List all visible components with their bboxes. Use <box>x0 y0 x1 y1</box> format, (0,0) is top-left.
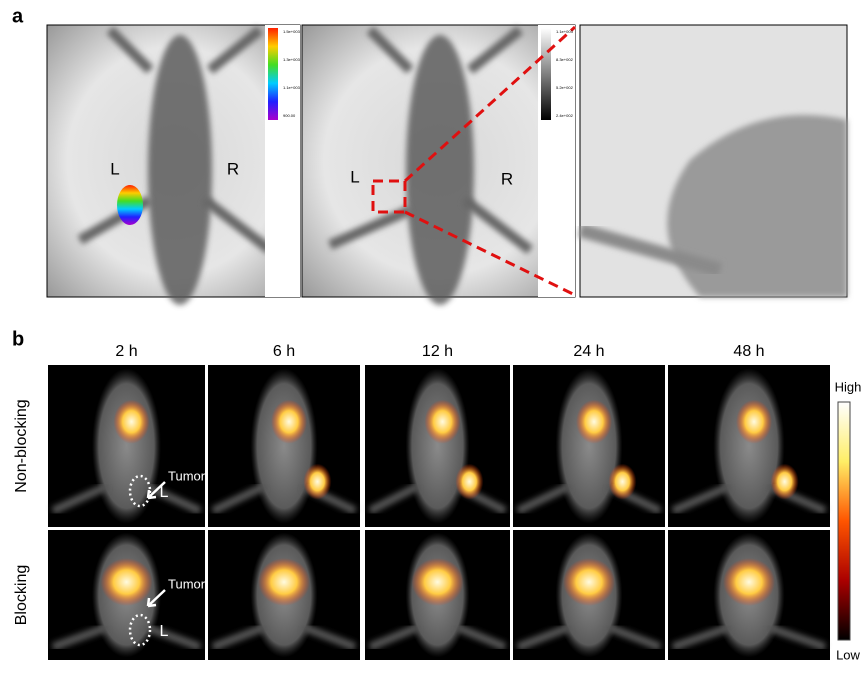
panel-label: a <box>12 5 24 27</box>
panel-label: b <box>12 328 24 350</box>
colorbar-tick-label: 1.3e+003 <box>283 57 301 62</box>
imaging-frame <box>48 365 205 527</box>
signal <box>114 400 150 444</box>
tumor-label: Tumor <box>168 576 206 591</box>
imaging-frame <box>668 530 830 660</box>
signal <box>771 464 799 500</box>
colorbar <box>838 402 850 640</box>
imaging-frame <box>208 530 360 660</box>
mouse-body <box>406 368 470 524</box>
signal <box>101 558 153 606</box>
imaging-frame <box>668 365 830 527</box>
timepoint-label: 12 h <box>422 343 453 360</box>
colorbar-tick-label: 2.4e+002 <box>556 113 574 118</box>
side-label: L <box>160 623 169 640</box>
imaging-frame <box>513 365 665 527</box>
colorbar-low: Low <box>836 647 860 662</box>
side-label: R <box>227 159 239 178</box>
timepoint-label: 24 h <box>573 343 604 360</box>
colorbar-tick-label: 900.00 <box>283 113 296 118</box>
mouse-body <box>251 368 318 524</box>
colorbar-high: High <box>835 379 862 394</box>
timepoint-label: 48 h <box>733 343 764 360</box>
side-label: L <box>350 167 359 186</box>
colorbar-tick-label: 1.1e+003 <box>283 85 301 90</box>
signal <box>425 400 461 444</box>
colorbar-tick-label: 1.5e+003 <box>283 29 301 34</box>
imaging-frame <box>365 365 510 527</box>
signal <box>736 400 772 444</box>
row-label: Blocking <box>13 565 30 625</box>
tumor-label: Tumor <box>168 468 206 483</box>
figure: a b High Low L R 1.5e+003 1.3e+003 1.1e+003 9… <box>0 0 865 685</box>
side-label: R <box>501 169 513 188</box>
signal <box>412 558 464 606</box>
mouse-body <box>713 368 784 524</box>
signal <box>271 400 307 444</box>
signal <box>303 464 331 500</box>
side-label: L <box>110 159 119 178</box>
side-label: R <box>27 484 39 501</box>
timepoint-label: 2 h <box>115 343 137 360</box>
row-label: Non-blocking <box>13 399 30 492</box>
xray-image <box>47 25 300 305</box>
timepoint-label: 6 h <box>273 343 295 360</box>
signal <box>576 400 612 444</box>
imaging-frame <box>513 530 665 660</box>
signal <box>258 558 310 606</box>
signal <box>455 464 483 500</box>
zoom-image <box>580 25 847 297</box>
signal <box>608 464 636 500</box>
colorbar-tick-label: 8.3e+002 <box>556 57 574 62</box>
mouse-body <box>556 368 623 524</box>
imaging-frame <box>208 365 360 527</box>
signal <box>723 558 775 606</box>
imaging-frame <box>48 530 205 660</box>
colorbar-tick-label: 1.1e+003 <box>556 29 574 34</box>
side-label: R <box>27 623 39 640</box>
side-label: L <box>160 484 169 501</box>
signal <box>563 558 615 606</box>
xray-image <box>302 25 575 305</box>
imaging-frame <box>365 530 510 660</box>
colorbar-tick-label: 5.2e+002 <box>556 85 574 90</box>
mouse-body <box>92 368 161 524</box>
